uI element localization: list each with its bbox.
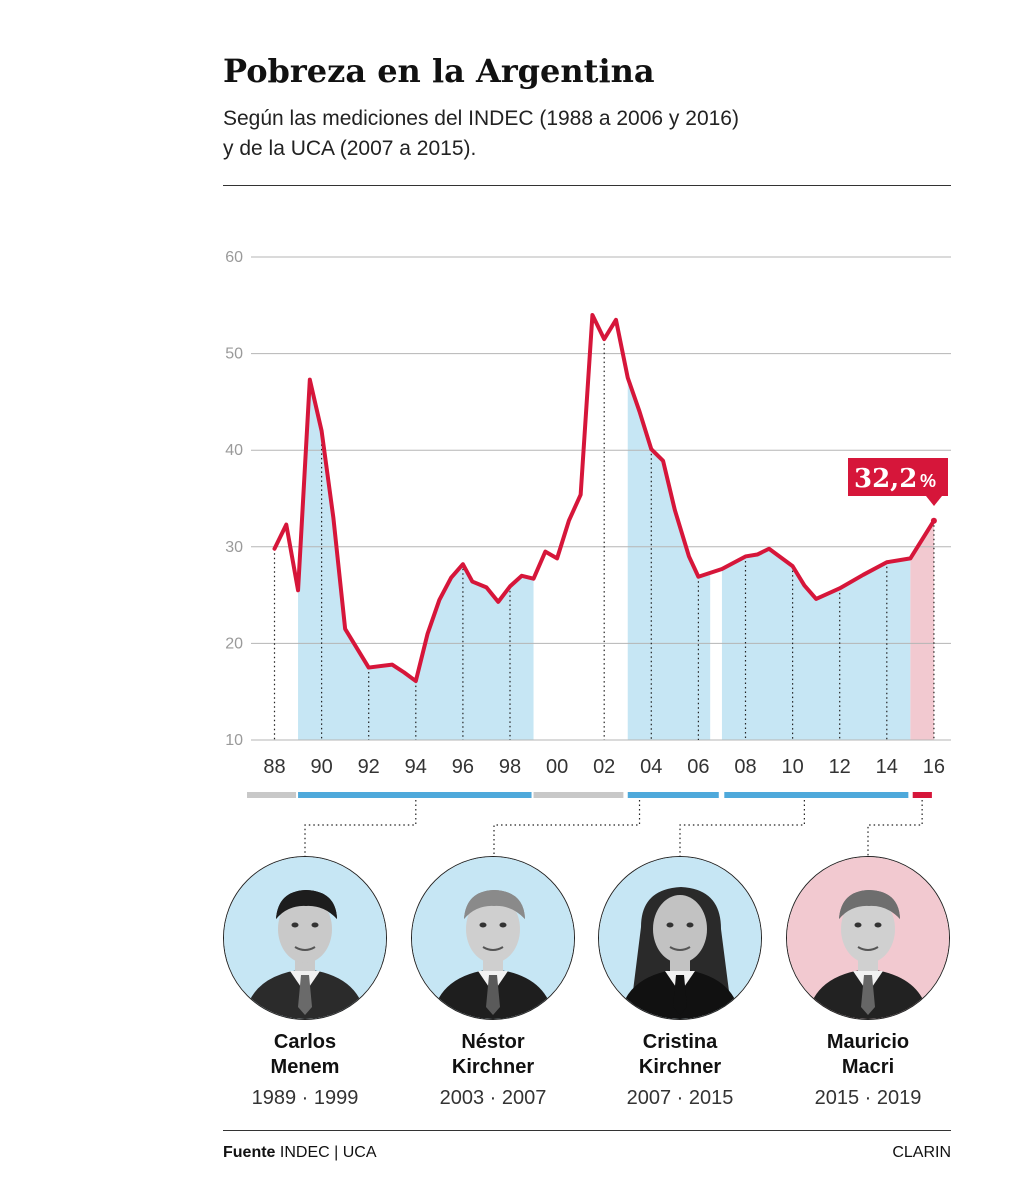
x-tick-label-08: 08 (734, 756, 756, 778)
chart-subtitle: Según las mediciones del INDEC (1988 a 2… (223, 104, 923, 164)
bottom-rule (223, 1130, 951, 1131)
president-last-name: Macri (841, 1056, 895, 1078)
x-tick-label-12: 12 (829, 756, 851, 778)
brand-credit: CLARIN (892, 1144, 951, 1161)
period-connector-0 (304, 800, 417, 856)
portrait-cristina-kirchner (598, 856, 762, 1020)
source-text: INDEC | UCA (279, 1144, 377, 1161)
portrait-menem (223, 856, 387, 1020)
x-tick-label-96: 96 (452, 756, 474, 778)
portrait-illustration (599, 857, 761, 1019)
shaded-area-macri (910, 520, 934, 740)
president-years-cristina-kirchner: 2007 · 2015 (626, 1087, 734, 1109)
period-connector-1 (493, 800, 641, 856)
y-tick-label-20: 20 (225, 635, 243, 652)
portrait-macri (786, 856, 950, 1020)
x-tick-label-92: 92 (358, 756, 380, 778)
x-tick-label-00: 00 (546, 756, 568, 778)
president-last-name: Kirchner (638, 1056, 722, 1078)
source-label: Fuente (223, 1144, 276, 1161)
top-rule (223, 185, 951, 186)
subtitle-line-1: Según las mediciones del INDEC (1988 a 2… (223, 107, 739, 130)
president-years-macri: 2015 · 2019 (814, 1087, 922, 1109)
president-first-name: Mauricio (826, 1031, 910, 1053)
period-connector-3 (867, 800, 923, 856)
y-tick-label-50: 50 (225, 346, 243, 363)
x-tick-label-10: 10 (781, 756, 803, 778)
y-tick-label-60: 60 (225, 249, 243, 266)
period-bar-5 (912, 792, 932, 798)
portrait-illustration (224, 857, 386, 1019)
annotation-value: 32,2 (854, 464, 917, 494)
source-credit: Fuente INDEC | UCA (223, 1144, 377, 1162)
president-last-name: Kirchner (451, 1056, 535, 1078)
president-name-menem: Carlos Menem (205, 1030, 405, 1080)
x-tick-label-04: 04 (640, 756, 662, 778)
portrait-nestor-kirchner (411, 856, 575, 1020)
president-years-nestor-kirchner: 2003 · 2007 (439, 1087, 547, 1109)
president-first-name: Néstor (461, 1031, 525, 1053)
y-tick-label-10: 10 (225, 732, 243, 749)
x-tick-label-98: 98 (499, 756, 521, 778)
x-tick-label-94: 94 (405, 756, 427, 778)
subtitle-line-2: y de la UCA (2007 a 2015). (223, 137, 477, 160)
portrait-illustration (412, 857, 574, 1019)
x-tick-label-88: 88 (263, 756, 285, 778)
poverty-series-line (272, 312, 936, 684)
president-name-nestor-kirchner: Néstor Kirchner (393, 1030, 593, 1080)
president-name-cristina-kirchner: Cristina Kirchner (580, 1030, 780, 1080)
portrait-illustration (787, 857, 949, 1019)
annotation-label-box (848, 458, 948, 496)
period-bar-4 (724, 792, 909, 798)
x-tick-label-90: 90 (310, 756, 332, 778)
period-bar-3 (627, 792, 719, 798)
x-tick-label-06: 06 (687, 756, 709, 778)
president-name-macri: Mauricio Macri (768, 1030, 968, 1080)
shaded-area-1 (627, 377, 711, 740)
period-bar-2 (533, 792, 624, 798)
x-tick-label-02: 02 (593, 756, 615, 778)
period-connector-2 (679, 800, 805, 856)
president-first-name: Cristina (642, 1031, 718, 1053)
period-bar-0 (247, 792, 297, 798)
x-tick-label-14: 14 (876, 756, 898, 778)
annotation-point (930, 517, 937, 524)
period-bar-1 (298, 792, 532, 798)
annotation-unit: % (920, 471, 936, 491)
chart-title: Pobreza en la Argentina (223, 52, 655, 90)
y-tick-label-40: 40 (225, 442, 243, 459)
x-tick-label-16: 16 (923, 756, 945, 778)
annotation-label-pointer (926, 496, 942, 506)
y-tick-label-30: 30 (225, 539, 243, 556)
shaded-area-2 (721, 548, 911, 740)
president-years-menem: 1989 · 1999 (251, 1087, 359, 1109)
president-first-name: Carlos (273, 1031, 337, 1053)
president-last-name: Menem (270, 1056, 340, 1078)
